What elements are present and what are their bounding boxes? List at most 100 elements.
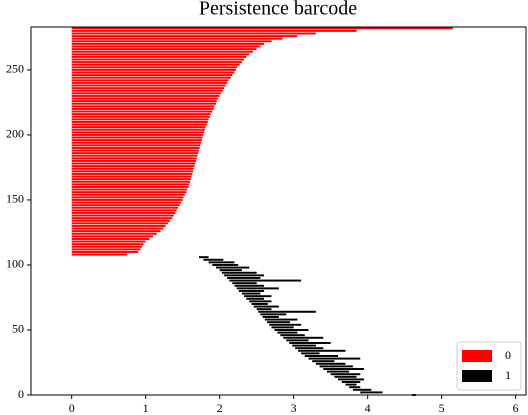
bar <box>219 269 242 272</box>
bar <box>271 326 294 329</box>
bar <box>71 248 141 251</box>
bar <box>269 323 302 326</box>
bar <box>71 227 164 230</box>
bar <box>71 53 250 56</box>
bar <box>229 279 302 282</box>
bar <box>71 180 191 183</box>
bar <box>360 391 383 394</box>
x-tick-label: 1 <box>143 401 149 415</box>
bar <box>71 152 199 155</box>
bar <box>338 378 364 381</box>
bar <box>71 188 188 191</box>
bar <box>71 107 214 110</box>
x-tick-label: 3 <box>291 401 297 415</box>
bar <box>71 245 142 248</box>
bar <box>71 214 174 217</box>
bar <box>298 349 346 352</box>
bar <box>71 131 205 134</box>
bar <box>71 172 193 175</box>
bar <box>71 55 247 58</box>
bar <box>71 217 173 220</box>
legend-label: 1 <box>505 368 511 382</box>
bar <box>71 144 201 147</box>
bar <box>71 240 146 243</box>
bar <box>71 237 150 240</box>
bar <box>267 321 290 324</box>
x-tick-label: 2 <box>217 401 223 415</box>
bar <box>251 303 268 305</box>
bar <box>71 219 171 222</box>
bar <box>71 136 203 139</box>
bar <box>71 89 223 92</box>
bar <box>326 370 350 373</box>
plot-frame <box>30 26 527 396</box>
bar <box>71 66 238 69</box>
bar <box>212 263 239 266</box>
bar <box>71 185 189 188</box>
bar <box>71 81 228 84</box>
bar <box>71 84 226 87</box>
bar <box>71 146 200 149</box>
bar <box>301 352 320 355</box>
bar <box>71 149 199 152</box>
bar <box>71 97 219 100</box>
bar <box>295 347 324 350</box>
x-tick-label: 5 <box>439 401 445 415</box>
bar <box>71 224 166 227</box>
bar <box>286 339 309 342</box>
legend-label: 0 <box>505 348 511 362</box>
bar <box>264 318 298 321</box>
y-tick-label: 250 <box>6 62 24 76</box>
bar <box>71 123 208 126</box>
bar <box>330 373 361 376</box>
bar <box>283 336 324 339</box>
bar <box>234 284 265 287</box>
bar <box>71 115 211 118</box>
bar <box>71 198 183 201</box>
bar <box>71 32 316 35</box>
bar <box>227 276 261 279</box>
bar <box>221 271 257 274</box>
bar <box>71 48 257 51</box>
y-tick-label: 150 <box>6 192 24 206</box>
bar <box>71 100 217 103</box>
bar <box>71 58 245 61</box>
bar <box>71 102 216 105</box>
bar <box>71 159 196 162</box>
bar <box>238 289 265 292</box>
bar <box>71 92 222 95</box>
bar <box>308 357 361 360</box>
legend-box <box>456 341 522 391</box>
bar <box>71 196 184 199</box>
bar <box>312 360 335 363</box>
bar <box>304 355 339 357</box>
bar <box>289 342 331 344</box>
bar <box>246 297 265 300</box>
bar <box>71 222 168 225</box>
y-tick-label: 50 <box>12 322 24 336</box>
bar <box>71 74 233 77</box>
bar <box>345 383 357 386</box>
bar <box>71 42 265 45</box>
bar <box>71 250 139 253</box>
bar <box>71 204 180 207</box>
bar <box>71 133 204 136</box>
bar <box>71 139 202 142</box>
bar <box>292 344 316 347</box>
bar <box>71 71 235 74</box>
bar <box>71 68 236 71</box>
bar <box>349 386 361 389</box>
bar <box>236 287 279 290</box>
bar <box>71 45 261 48</box>
bar <box>71 79 229 82</box>
bar <box>262 316 279 318</box>
bar <box>315 362 346 365</box>
bar <box>71 167 194 170</box>
bar <box>71 157 197 160</box>
y-tick-label: 100 <box>6 257 24 271</box>
bar <box>71 113 211 116</box>
bar <box>71 253 128 256</box>
bar <box>71 206 179 209</box>
bar <box>71 232 157 235</box>
bar <box>215 266 250 269</box>
